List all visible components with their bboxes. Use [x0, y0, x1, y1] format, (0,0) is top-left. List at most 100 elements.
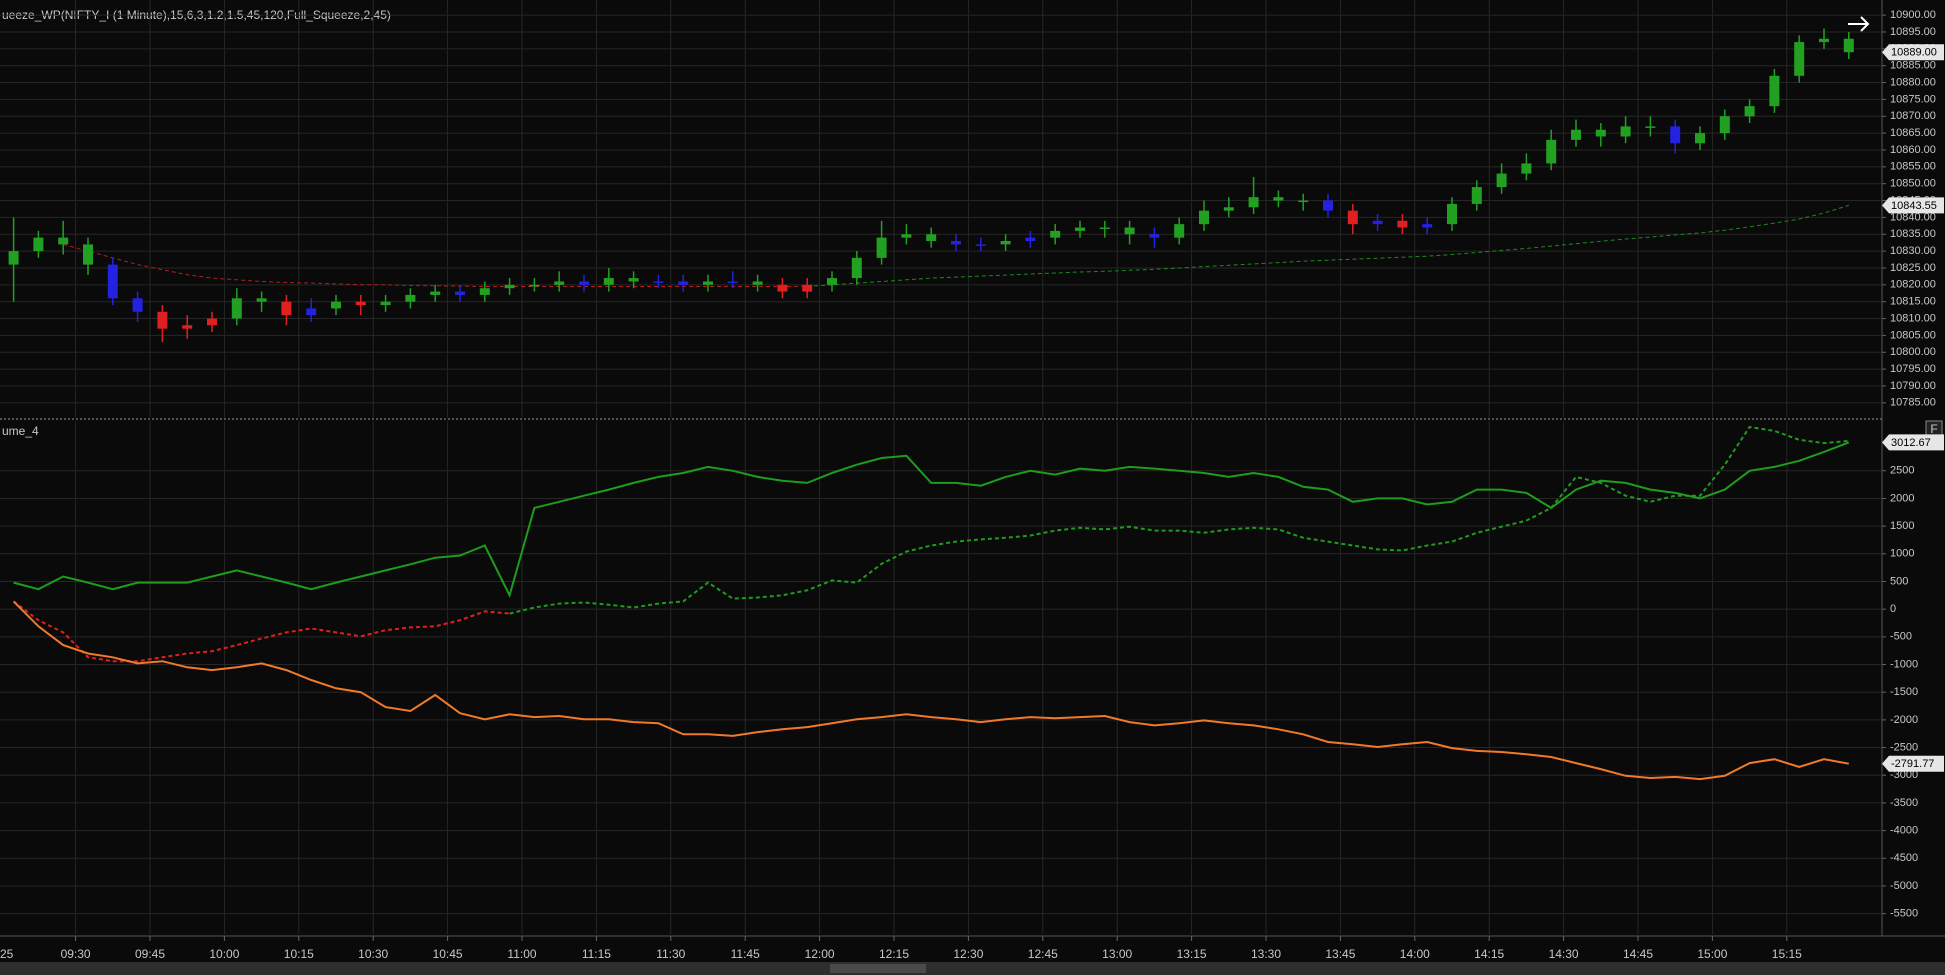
y-tick-label: -3000: [1890, 769, 1918, 781]
pane-title: ume_4: [2, 424, 39, 438]
price-tag: [1882, 755, 1944, 772]
price-tag-label: 3012.67: [1891, 437, 1931, 449]
candle-body: [1174, 224, 1185, 238]
price-tag: [1882, 44, 1944, 61]
y-tick-label: 500: [1890, 575, 1908, 587]
line-series: [13, 441, 1850, 599]
candle-body: [628, 278, 639, 282]
arrow-icon[interactable]: [1848, 16, 1870, 32]
candle-body: [1298, 200, 1309, 203]
candle-body: [1819, 38, 1829, 43]
candle-body: [1248, 197, 1259, 208]
candle-body: [1223, 207, 1234, 211]
candle-body: [678, 281, 689, 285]
y-tick-label: 10790.00: [1890, 380, 1936, 392]
y-tick-label: -1500: [1890, 686, 1918, 698]
candle-body: [975, 244, 986, 246]
candle-body: [727, 281, 738, 283]
candle-body: [1496, 173, 1507, 188]
y-tick-label: -5000: [1890, 880, 1918, 892]
candle-body: [703, 281, 713, 285]
candle-body: [58, 237, 69, 245]
candle-body: [827, 278, 837, 285]
y-tick-label: 10880.00: [1890, 76, 1936, 88]
x-tick-label: 13:15: [1177, 947, 1207, 961]
y-tick-label: -500: [1890, 631, 1912, 643]
candle-body: [554, 281, 565, 285]
candle-body: [157, 311, 168, 329]
x-tick-label: 14:00: [1400, 947, 1430, 961]
y-tick-label: 10850.00: [1890, 178, 1936, 190]
y-tick-label: 2000: [1890, 492, 1914, 504]
price-tag: [1882, 197, 1944, 214]
candle-body: [1595, 129, 1606, 137]
x-tick-label: 10:15: [284, 947, 314, 961]
x-tick-label: 09:45: [135, 947, 165, 961]
scrollbar[interactable]: [0, 962, 1945, 975]
candle-body: [231, 298, 242, 319]
candle-body: [1719, 116, 1730, 134]
y-tick-label: 1000: [1890, 548, 1914, 560]
x-tick-label: 15:00: [1697, 947, 1727, 961]
y-tick-label: 10885.00: [1890, 60, 1936, 72]
x-tick-label: 14:30: [1549, 947, 1579, 961]
y-tick-label: -4000: [1890, 825, 1918, 837]
candle-body: [1546, 139, 1557, 164]
candle-body: [132, 298, 143, 312]
x-tick-label: 11:15: [582, 947, 611, 961]
x-tick-label: 11:45: [731, 947, 760, 961]
candle-body: [752, 281, 763, 285]
scrollbar-thumb[interactable]: [830, 964, 926, 973]
candle-body: [1372, 220, 1383, 225]
y-tick-label: 10840.00: [1890, 211, 1936, 223]
candle-body: [1521, 163, 1532, 174]
candle-body: [1025, 237, 1036, 242]
candle-body: [306, 308, 317, 316]
pane-button-label[interactable]: F: [1930, 422, 1937, 436]
y-tick-label: 10860.00: [1890, 144, 1936, 156]
candle-body: [83, 244, 93, 265]
candle-body: [1670, 126, 1681, 144]
candle-body: [529, 284, 540, 287]
candle-body: [479, 288, 490, 295]
candle-body: [1099, 227, 1110, 230]
candle-body: [1471, 187, 1482, 204]
y-tick-label: 10795.00: [1890, 363, 1936, 375]
candle-body: [1794, 42, 1805, 76]
line-series: [12, 600, 1849, 781]
x-tick-label: 13:45: [1325, 947, 1355, 961]
x-tick-label: 10:45: [433, 947, 463, 961]
candle-body: [1447, 203, 1457, 225]
x-start-label: 25: [0, 947, 14, 961]
candle-body: [1422, 224, 1433, 228]
y-tick-label: -3500: [1890, 797, 1918, 809]
candle-body: [1075, 227, 1085, 231]
x-tick-label: 11:30: [656, 947, 685, 961]
candle-body: [430, 291, 441, 295]
candle-body: [1744, 106, 1755, 117]
y-tick-label: 1500: [1890, 520, 1914, 532]
candle-body: [1645, 126, 1656, 128]
x-tick-label: 14:45: [1623, 947, 1653, 961]
candle-body: [1347, 210, 1358, 225]
candle-body: [851, 257, 862, 279]
candle-body: [256, 298, 267, 302]
price-tag-label: -2791.77: [1891, 758, 1934, 770]
y-tick-label: 0: [1890, 603, 1896, 615]
candle-body: [1149, 234, 1160, 238]
y-tick-label: -2500: [1890, 741, 1918, 753]
price-tag: [1882, 434, 1944, 451]
candle-body: [802, 284, 813, 292]
x-tick-label: 15:15: [1772, 947, 1802, 961]
candle-body: [33, 237, 44, 252]
x-tick-label: 11:00: [507, 947, 536, 961]
candle-body: [1397, 220, 1408, 228]
y-tick-label: 10805.00: [1890, 329, 1936, 341]
x-tick-label: 13:30: [1251, 947, 1281, 961]
candle-body: [380, 301, 391, 306]
price-tag-label: 10843.55: [1891, 200, 1937, 212]
y-tick-label: -5500: [1890, 908, 1918, 920]
candle-body: [1124, 227, 1135, 235]
